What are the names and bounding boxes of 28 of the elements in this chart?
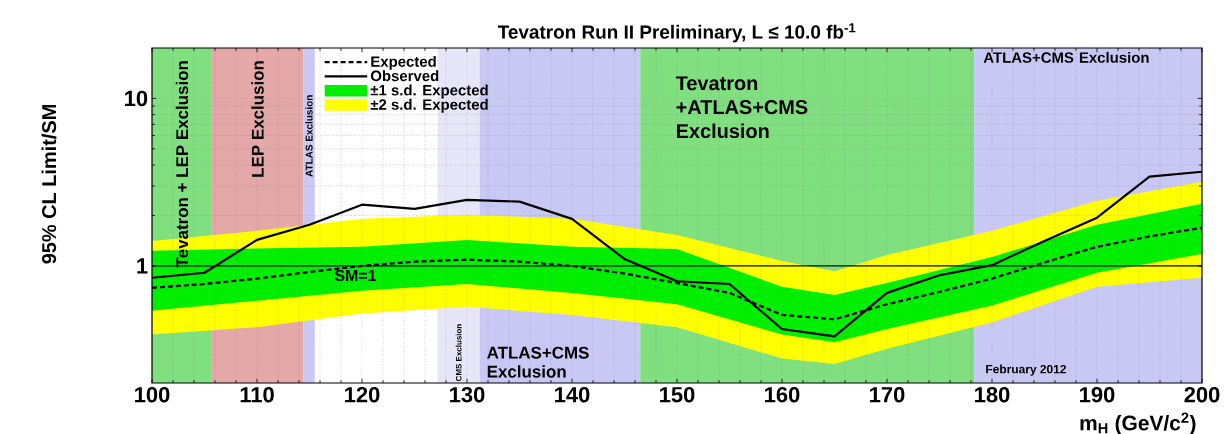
legend-label: Expected — [371, 55, 436, 70]
ref-line-label: SM=1 — [334, 269, 377, 282]
band-label: Tevatron + LEP Exclusion — [175, 61, 189, 268]
x-tick-label: 190 — [1080, 386, 1115, 403]
x-tick-label: 110 — [240, 386, 274, 403]
x-tick-label: 200 — [1184, 386, 1220, 403]
chart-title: Tevatron Run II Preliminary, L ≤ 10.0 fb$^{-1}$ — [497, 23, 856, 43]
band-label: ATLAS+CMS Exclusion — [487, 346, 589, 378]
band-label: Tevatron +ATLAS+CMS Exclusion — [675, 76, 808, 139]
x-tick-label: 170 — [870, 386, 905, 403]
x-tick-label: 150 — [660, 386, 695, 403]
annotation: February 2012 — [986, 364, 1066, 376]
x-tick-label: 120 — [345, 386, 380, 403]
y-axis-title: 95% CL Limit/SM — [41, 105, 57, 264]
band-label: ATLAS Exclusion — [305, 95, 313, 177]
band-label: ATLAS+CMS Exclusion — [983, 51, 1149, 63]
x-tick-label: 160 — [765, 386, 800, 403]
band-label: LEP Exclusion — [251, 61, 264, 177]
legend-label: Observed — [370, 70, 439, 82]
x-tick-label: 140 — [555, 386, 590, 403]
x-tick-label: 180 — [975, 386, 1010, 403]
y-tick-label: 10 — [125, 90, 148, 107]
legend-label: ±2 s.d. Expected — [370, 98, 488, 113]
legend-label: ±1 s.d. Expected — [370, 84, 488, 99]
x-tick-label: 100 — [135, 386, 170, 403]
x-axis-title: m$_{H}$ (GeV/c$^{2}$) — [1080, 412, 1196, 434]
x-tick-label: 130 — [450, 386, 485, 403]
y-tick-label: 1 — [137, 258, 148, 274]
